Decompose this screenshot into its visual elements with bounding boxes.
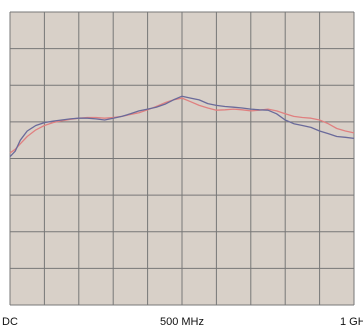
- series-line-1: [9, 97, 355, 154]
- x-tick-label: 1 GH: [340, 316, 363, 328]
- x-tick-label: 500 MHz: [160, 316, 204, 328]
- series-group: [9, 95, 355, 158]
- x-axis-tick-labels: DC 500 MHz 1 GH: [2, 316, 363, 328]
- series-line-2: [9, 95, 355, 158]
- x-tick-label: DC: [2, 316, 18, 328]
- grid: [9, 11, 355, 306]
